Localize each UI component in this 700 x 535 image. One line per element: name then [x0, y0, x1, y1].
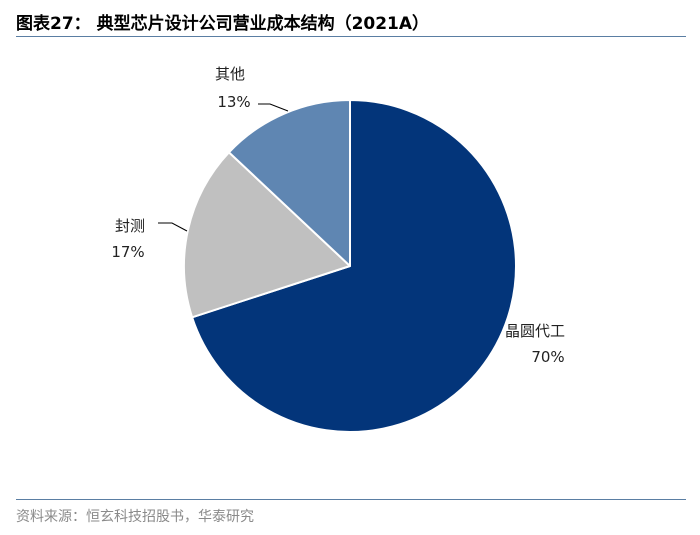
chart-header: 图表27： 典型芯片设计公司营业成本结构（2021A）: [16, 4, 686, 34]
chart-title: 图表27： 典型芯片设计公司营业成本结构（2021A）: [16, 14, 430, 34]
pie-slice-2: [227, 99, 351, 267]
pie-chart: 晶圆代工 70% 封测 17% 其他 13%: [111, 65, 565, 433]
slice-label-value-2: 13%: [217, 93, 250, 111]
pie-chart-area: 晶圆代工 70% 封测 17% 其他 13%: [0, 40, 700, 495]
leader-line-2: [258, 103, 289, 112]
source-note: 资料来源：恒玄科技招股书，华泰研究: [16, 509, 254, 525]
slice-label-name-1: 封测: [115, 217, 145, 235]
bottom-divider: [16, 499, 686, 500]
slice-label-name-2: 其他: [215, 65, 245, 83]
slice-label-value-0: 70%: [531, 348, 564, 366]
top-divider: [16, 36, 686, 37]
pie-slice-1: [182, 151, 351, 319]
pie-slice-0: [191, 99, 517, 433]
leader-line-1: [158, 222, 188, 232]
slice-label-value-1: 17%: [111, 243, 144, 261]
slice-label-name-0: 晶圆代工: [505, 322, 565, 340]
